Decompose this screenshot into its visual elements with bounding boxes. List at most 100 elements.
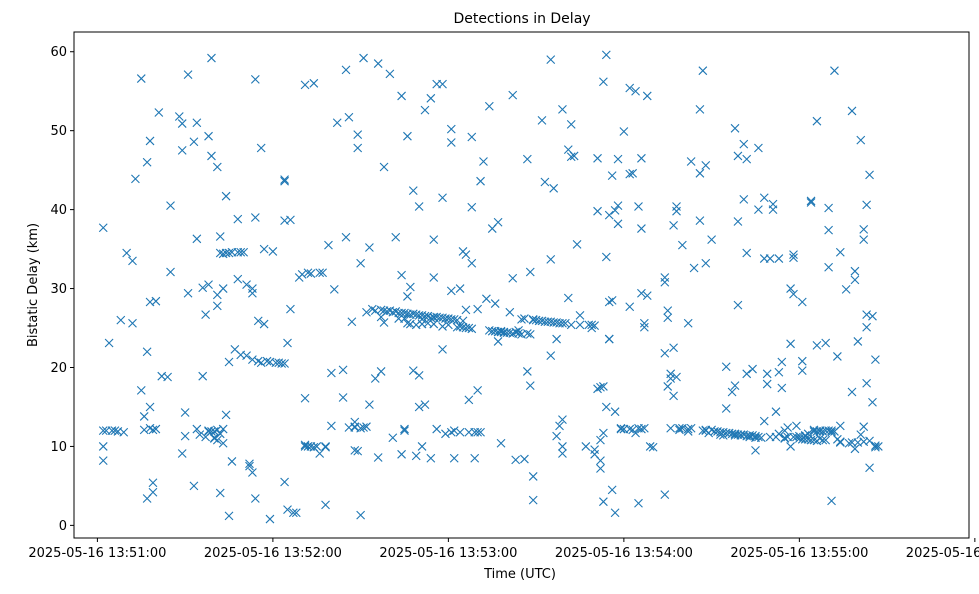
data-point <box>610 508 620 518</box>
data-point <box>256 143 266 153</box>
data-point <box>701 258 711 268</box>
data-point <box>388 433 398 443</box>
data-point <box>759 416 769 426</box>
data-point <box>397 449 406 459</box>
data-point <box>212 162 222 172</box>
data-point <box>593 384 602 394</box>
data-point <box>391 232 401 242</box>
data-point <box>370 374 380 383</box>
data-point <box>566 320 576 330</box>
data-point <box>631 86 640 96</box>
data-point <box>250 213 260 222</box>
data-point <box>546 351 556 361</box>
data-point <box>341 232 351 242</box>
data-point <box>177 146 187 155</box>
data-point <box>751 445 760 455</box>
data-point <box>151 296 161 306</box>
data-point <box>128 318 137 328</box>
data-point <box>698 426 708 436</box>
data-point <box>607 171 617 181</box>
data-point <box>607 485 617 495</box>
data-point <box>613 219 623 229</box>
data-point <box>563 293 573 303</box>
data-point <box>215 488 225 498</box>
data-point <box>812 340 822 350</box>
data-point <box>338 393 348 402</box>
data-point <box>139 425 149 435</box>
data-point <box>862 378 872 388</box>
data-point <box>637 224 646 233</box>
data-point <box>397 91 406 101</box>
data-point <box>265 514 275 524</box>
data-point <box>245 459 254 469</box>
data-point <box>210 434 219 443</box>
data-point <box>558 318 567 328</box>
data-point <box>315 268 325 278</box>
data-point <box>373 453 383 462</box>
data-point <box>326 421 336 431</box>
data-point <box>730 381 740 391</box>
data-point <box>663 313 673 323</box>
x-tick-label: 2025-05-16 13:55:00 <box>730 546 868 561</box>
data-point <box>631 428 640 438</box>
data-point <box>868 397 877 407</box>
data-point <box>742 248 752 258</box>
data-point <box>511 455 521 465</box>
data-point <box>619 127 629 136</box>
data-point <box>683 424 693 434</box>
data-point <box>596 464 605 473</box>
data-point <box>581 442 591 451</box>
data-point <box>136 74 146 83</box>
data-point <box>871 442 880 452</box>
data-point <box>250 74 260 84</box>
data-point <box>566 119 576 129</box>
data-point <box>616 424 626 434</box>
data-point <box>754 205 763 215</box>
data-point <box>821 435 831 445</box>
data-point <box>400 426 409 436</box>
data-point <box>520 454 529 464</box>
data-point <box>742 369 752 379</box>
data-point <box>610 407 620 417</box>
data-point <box>128 256 137 266</box>
data-point <box>768 199 778 209</box>
data-point <box>347 317 357 327</box>
data-point <box>408 186 418 196</box>
data-point <box>789 253 798 263</box>
y-tick-label: 40 <box>50 203 67 218</box>
data-point <box>248 355 257 364</box>
data-point <box>324 240 333 250</box>
data-point <box>321 442 330 452</box>
data-point <box>280 175 289 185</box>
data-point <box>669 391 678 401</box>
data-point <box>291 508 301 518</box>
data-point <box>446 286 456 296</box>
data-point <box>686 157 696 166</box>
data-point <box>792 421 801 431</box>
data-point <box>484 101 494 111</box>
data-point <box>721 404 731 413</box>
data-point <box>420 400 430 409</box>
data-point <box>385 69 395 79</box>
data-point <box>110 426 120 436</box>
data-point <box>139 412 149 421</box>
data-point <box>154 108 164 117</box>
data-point <box>759 193 769 203</box>
data-point <box>426 453 436 463</box>
data-point <box>827 496 836 506</box>
data-point <box>786 442 795 451</box>
data-point <box>189 481 199 491</box>
data-point <box>455 284 465 293</box>
data-point <box>832 352 842 361</box>
data-point <box>192 234 202 244</box>
data-point <box>637 288 646 298</box>
data-point <box>599 497 608 507</box>
data-point <box>221 191 231 201</box>
data-point <box>695 104 705 114</box>
data-point <box>663 306 673 316</box>
data-point <box>414 202 424 211</box>
data-point <box>479 157 488 166</box>
data-point <box>698 66 708 76</box>
data-point <box>142 157 152 167</box>
data-point <box>756 433 766 443</box>
